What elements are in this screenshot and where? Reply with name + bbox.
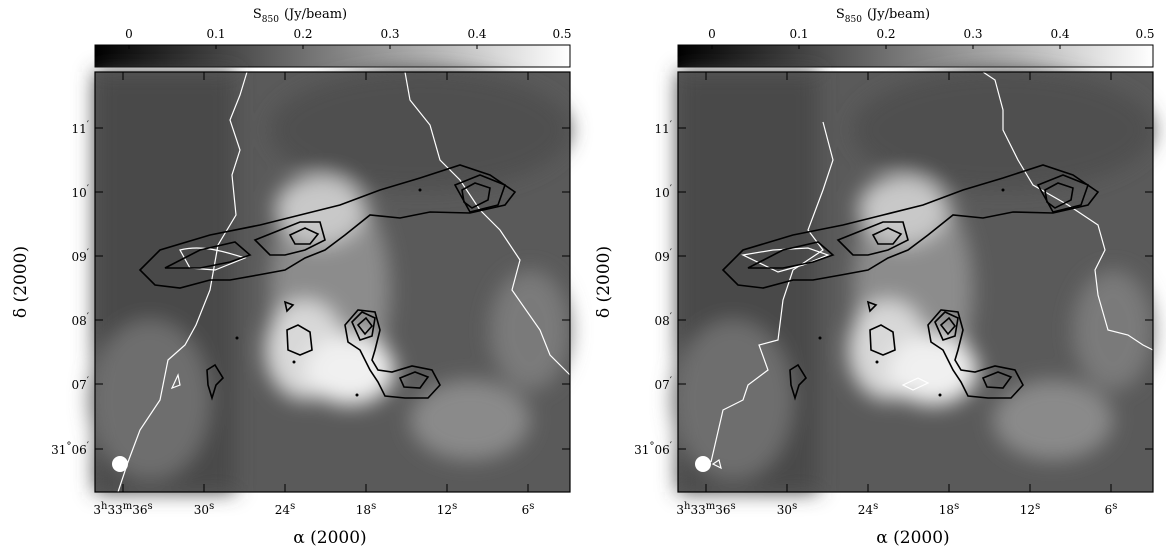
x-tick-label: 24s bbox=[858, 501, 878, 517]
beam-marker bbox=[112, 456, 128, 472]
colorbar-tick-label: 0.2 bbox=[293, 27, 312, 41]
right-panel: S850 (Jy/beam) 0 0.1 0.2 0.3 0.4 0.5 bbox=[583, 0, 1166, 550]
colorbar-ticks bbox=[128, 45, 478, 49]
map-frame bbox=[94, 71, 571, 493]
colorbar-tick-label: 0.1 bbox=[206, 27, 225, 41]
y-tick-label: 09′ bbox=[654, 248, 672, 264]
x-tick-label-first: 3h33m36s bbox=[93, 501, 152, 517]
axis-ticks bbox=[678, 72, 1153, 492]
axis-ticks bbox=[95, 72, 570, 492]
y-tick-label: 08′ bbox=[71, 312, 89, 328]
y-axis-label: δ (2000) bbox=[11, 246, 31, 318]
x-axis-label: α (2000) bbox=[876, 528, 949, 548]
x-tick-label-first: 3h33m36s bbox=[676, 501, 735, 517]
x-tick-label: 24s bbox=[275, 501, 295, 517]
x-tick-label: 30s bbox=[777, 501, 797, 517]
y-tick-label: 07′ bbox=[71, 376, 89, 392]
submm-contours bbox=[721, 164, 1100, 401]
x-tick-label: 30s bbox=[194, 501, 214, 517]
beam-marker bbox=[695, 456, 711, 472]
colorbar-tick-labels: 0 0.1 0.2 0.3 0.4 0.5 bbox=[708, 27, 1154, 41]
x-axis-label: α (2000) bbox=[293, 528, 366, 548]
submm-contour-dots bbox=[818, 188, 1005, 397]
y-tick-label-first: 31°06′ bbox=[51, 441, 90, 457]
colorbar bbox=[677, 44, 1154, 68]
left-figure: S850 (Jy/beam) 0 0.1 0.2 0.3 0.4 0.5 bbox=[11, 7, 572, 548]
extinction-contours bbox=[710, 71, 1154, 470]
y-tick-label: 11′ bbox=[654, 120, 672, 136]
colorbar-tick-label: 0.4 bbox=[1050, 27, 1069, 41]
dust-emission-map bbox=[90, 70, 570, 492]
x-tick-label: 18s bbox=[356, 501, 376, 517]
colorbar-tick-label: 0.5 bbox=[552, 27, 571, 41]
submm-contours bbox=[138, 164, 517, 401]
x-tick-label: 6s bbox=[1105, 501, 1118, 517]
dust-emission-map bbox=[673, 70, 1153, 492]
right-figure: S850 (Jy/beam) 0 0.1 0.2 0.3 0.4 0.5 bbox=[594, 7, 1155, 548]
y-tick-label: 10′ bbox=[654, 184, 672, 200]
x-tick-label: 12s bbox=[1020, 501, 1040, 517]
colorbar-tick-label: 0.3 bbox=[380, 27, 399, 41]
y-tick-label: 11′ bbox=[71, 120, 89, 136]
colorbar-tick-label: 0.2 bbox=[876, 27, 895, 41]
y-tick-label: 10′ bbox=[71, 184, 89, 200]
colorbar-tick-label: 0.1 bbox=[789, 27, 808, 41]
colorbar-tick-label: 0.5 bbox=[1135, 27, 1154, 41]
colorbar bbox=[94, 44, 571, 68]
colorbar-tick-label: 0.4 bbox=[467, 27, 486, 41]
x-tick-label: 18s bbox=[939, 501, 959, 517]
x-tick-label: 6s bbox=[522, 501, 535, 517]
colorbar-tick-labels: 0 0.1 0.2 0.3 0.4 0.5 bbox=[125, 27, 571, 41]
y-tick-label: 09′ bbox=[71, 248, 89, 264]
left-panel: S850 (Jy/beam) 0 0.1 0.2 0.3 0.4 0.5 bbox=[11, 7, 572, 548]
colorbar-title: S850 (Jy/beam) bbox=[836, 7, 930, 25]
colorbar-tick-label: 0.3 bbox=[963, 27, 982, 41]
extinction-contours bbox=[117, 71, 571, 493]
y-tick-label-first: 31°06′ bbox=[634, 441, 673, 457]
submm-contour-dots bbox=[235, 188, 422, 397]
map-frame bbox=[677, 71, 1154, 493]
y-tick-label: 07′ bbox=[654, 376, 672, 392]
colorbar-title: S850 (Jy/beam) bbox=[253, 7, 347, 25]
colorbar-ticks bbox=[711, 45, 1061, 49]
colorbar-tick-label: 0 bbox=[708, 27, 716, 41]
y-axis-label: δ (2000) bbox=[594, 246, 614, 318]
y-tick-label: 08′ bbox=[654, 312, 672, 328]
x-tick-label: 12s bbox=[437, 501, 457, 517]
colorbar-tick-label: 0 bbox=[125, 27, 133, 41]
